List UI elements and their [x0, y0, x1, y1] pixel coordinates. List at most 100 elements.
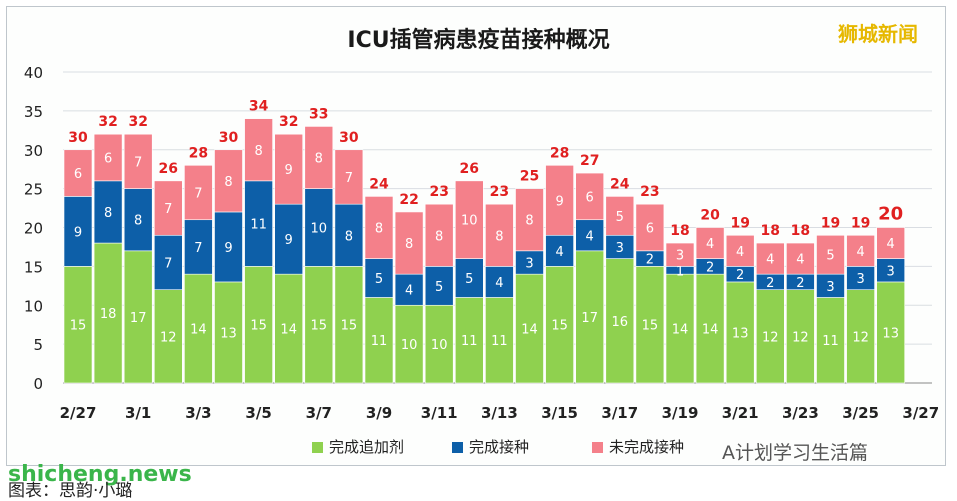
bar-unvaccinated — [364, 196, 394, 259]
data-label-unvaccinated: 6 — [104, 152, 112, 167]
bar-unvaccinated — [545, 165, 574, 236]
source-credit: 图表：思韵·小璐 — [8, 481, 133, 501]
data-label-booster: 11 — [371, 334, 388, 349]
data-label-vaccinated: 4 — [405, 284, 413, 299]
data-label-unvaccinated: 6 — [586, 190, 594, 205]
bar-booster — [454, 297, 484, 384]
data-label-vaccinated: 2 — [646, 253, 654, 268]
y-tick-label: 0 — [33, 375, 43, 393]
x-tick-label: 3/21 — [722, 404, 759, 422]
bar-unvaccinated — [63, 149, 93, 197]
bar-vaccinated — [575, 219, 605, 252]
bar-booster — [394, 304, 424, 384]
data-label-unvaccinated: 6 — [646, 222, 654, 237]
bar-booster — [515, 273, 544, 384]
total-label: 25 — [520, 169, 539, 185]
total-label: 32 — [98, 114, 117, 130]
bar-vaccinated — [545, 234, 574, 267]
bar-vaccinated — [334, 203, 364, 267]
total-label: 22 — [399, 192, 418, 208]
legend-item-vaccinated: 完成接种 — [452, 436, 529, 457]
data-label-vaccinated: 1 — [676, 264, 684, 279]
data-label-unvaccinated: 5 — [616, 210, 624, 225]
data-label-vaccinated: 3 — [525, 256, 533, 271]
data-label-vaccinated: 2 — [706, 260, 714, 275]
data-label-vaccinated: 8 — [134, 214, 142, 229]
bar-vaccinated — [394, 273, 424, 306]
data-label-vaccinated: 5 — [435, 280, 443, 295]
total-label: 32 — [279, 114, 298, 130]
legend-swatch-vaccinated — [452, 442, 463, 453]
data-label-vaccinated: 5 — [375, 272, 383, 287]
bar-vaccinated — [485, 266, 514, 298]
bar-booster — [304, 266, 334, 384]
bar-vaccinated — [184, 219, 213, 275]
data-label-unvaccinated: 8 — [254, 144, 262, 159]
total-label: 18 — [670, 223, 689, 239]
data-label-unvaccinated: 8 — [224, 175, 232, 190]
bar-booster — [605, 258, 635, 384]
bar-vaccinated — [93, 180, 123, 244]
total-label: 30 — [219, 130, 239, 146]
data-label-booster: 15 — [341, 319, 358, 334]
y-tick-label: 35 — [24, 103, 43, 121]
bar-vaccinated — [123, 188, 153, 252]
x-tick-label: 2/27 — [60, 404, 97, 422]
data-label-unvaccinated: 3 — [676, 249, 684, 264]
x-tick-label: 3/5 — [245, 404, 271, 422]
bar-unvaccinated — [846, 234, 875, 267]
wechat-account-label: A计划学习生活篇 — [722, 442, 868, 464]
data-label-unvaccinated: 8 — [405, 237, 413, 252]
data-label-booster: 14 — [672, 323, 689, 338]
bar-unvaccinated — [304, 126, 334, 189]
legend-label-unvaccinated: 未完成接种 — [609, 438, 685, 456]
bar-booster — [334, 266, 364, 384]
y-tick-label: 30 — [24, 142, 43, 160]
data-label-vaccinated: 4 — [586, 229, 594, 244]
y-tick-label: 25 — [24, 181, 43, 199]
bar-booster — [63, 266, 93, 384]
data-label-vaccinated: 9 — [224, 241, 232, 256]
data-label-vaccinated: 8 — [345, 229, 353, 244]
bar-unvaccinated — [394, 211, 424, 275]
total-label: 27 — [580, 153, 599, 169]
total-label: 34 — [249, 99, 269, 115]
x-tick-label: 3/1 — [125, 404, 151, 422]
bar-unvaccinated — [123, 133, 153, 189]
bar-booster — [485, 297, 514, 384]
bar-vaccinated — [154, 234, 183, 290]
data-label-vaccinated: 3 — [887, 264, 895, 279]
bar-unvaccinated — [515, 188, 544, 252]
chart-title: ICU插管病患疫苗接种概况 — [347, 28, 610, 53]
data-label-vaccinated: 5 — [465, 272, 473, 287]
bar-booster — [123, 250, 153, 384]
total-label: 30 — [339, 130, 359, 146]
total-label: 18 — [791, 223, 810, 239]
data-label-unvaccinated: 9 — [285, 163, 293, 178]
x-tick-label: 3/27 — [902, 404, 939, 422]
data-label-vaccinated: 3 — [856, 272, 864, 287]
bar-booster — [665, 273, 695, 384]
data-label-booster: 17 — [581, 311, 598, 326]
bar-unvaccinated — [605, 196, 635, 236]
x-tick-label: 3/23 — [782, 404, 819, 422]
data-label-booster: 12 — [160, 330, 177, 345]
data-label-booster: 11 — [461, 334, 478, 349]
data-label-unvaccinated: 4 — [736, 245, 744, 260]
bar-unvaccinated — [816, 234, 845, 275]
bar-unvaccinated — [485, 203, 514, 267]
legend-item-unvaccinated: 未完成接种 — [592, 436, 684, 457]
data-label-vaccinated: 7 — [194, 241, 202, 256]
x-tick-label: 3/3 — [185, 404, 211, 422]
bar-booster — [154, 289, 183, 384]
total-label: 24 — [369, 176, 389, 192]
bar-booster — [695, 273, 725, 384]
data-label-vaccinated: 2 — [766, 276, 774, 291]
bar-unvaccinated — [424, 203, 454, 267]
total-label: 26 — [159, 161, 178, 177]
bar-booster — [244, 266, 273, 384]
data-label-unvaccinated: 7 — [164, 202, 172, 217]
bar-unvaccinated — [695, 227, 725, 259]
data-label-booster: 14 — [521, 323, 538, 338]
y-tick-label: 10 — [24, 297, 43, 315]
